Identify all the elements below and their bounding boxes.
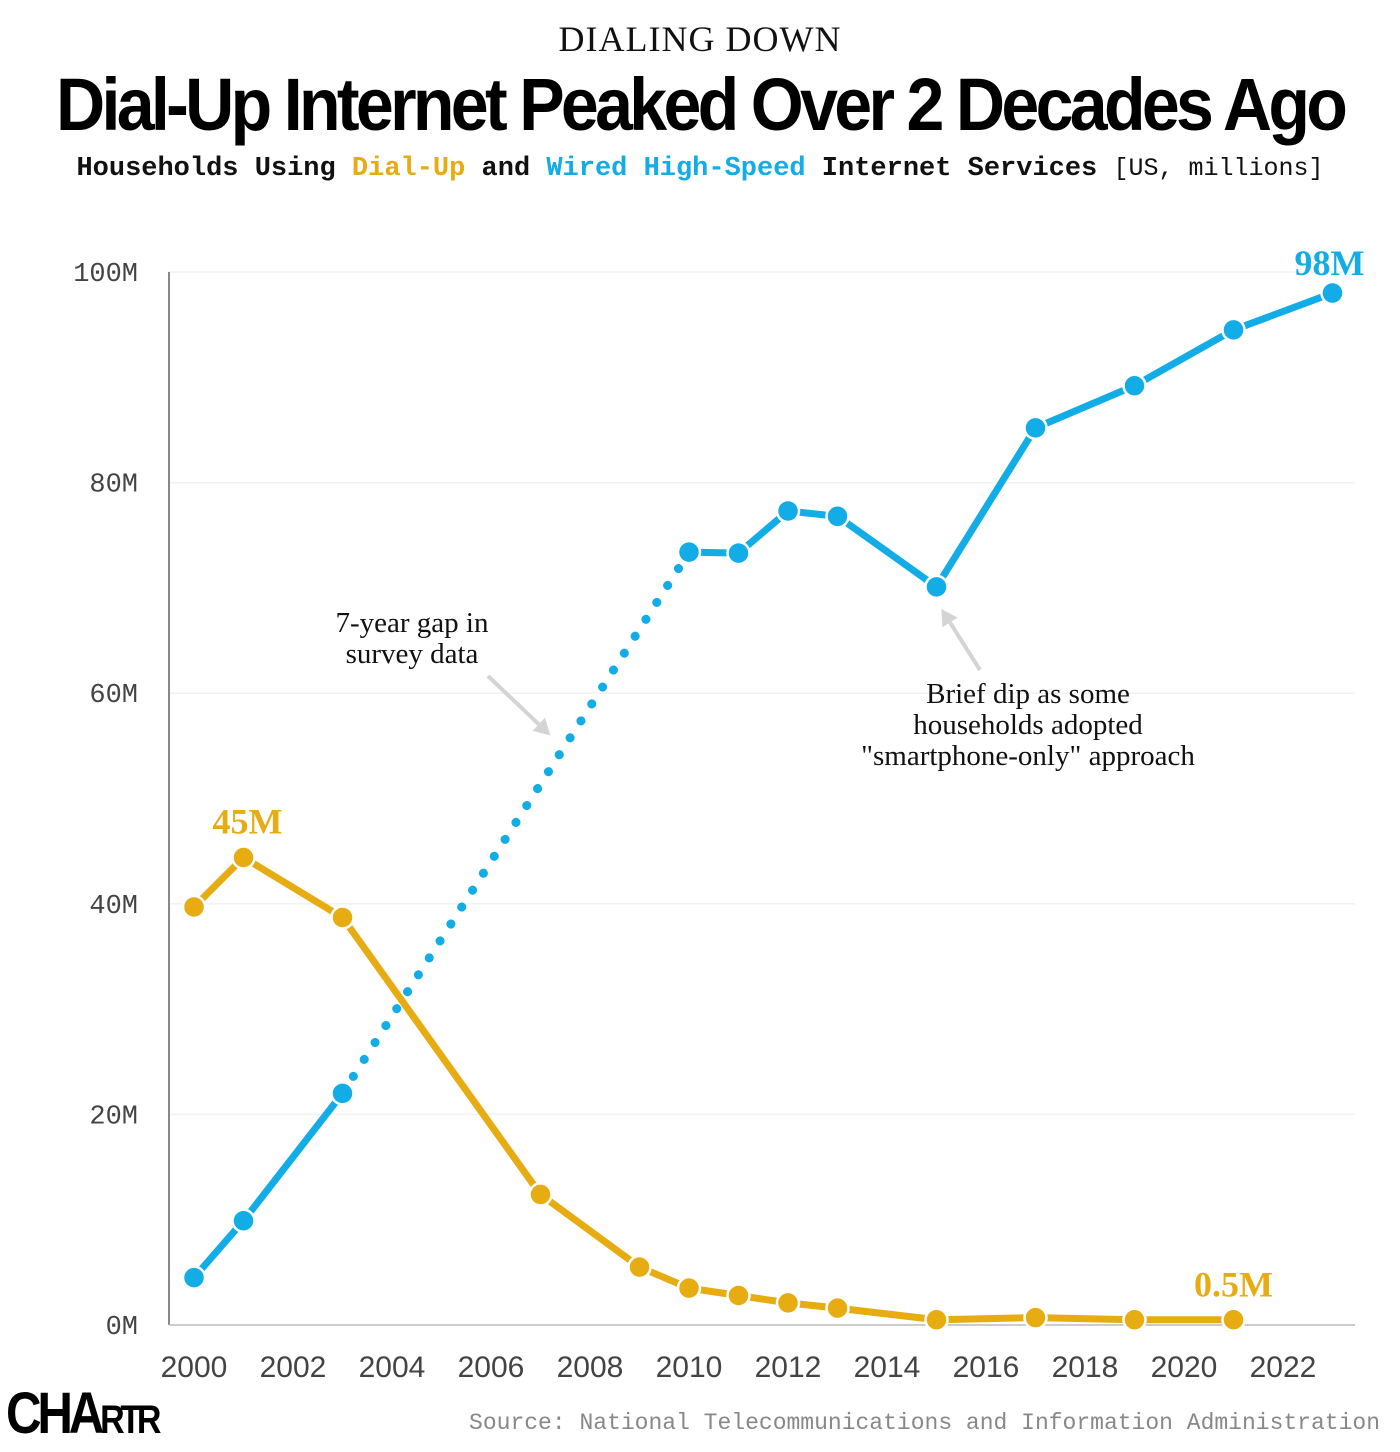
annotation-gap-text: 7-year gap in [336, 607, 489, 639]
dialup-point [726, 1283, 751, 1308]
y-tick-label: 100M [73, 260, 138, 290]
highspeed-line-segment [834, 512, 940, 591]
x-tick-label: 2004 [359, 1351, 426, 1384]
annotation-dip-text: Brief dip as some [926, 678, 1130, 710]
annotation-gap-text: survey data [346, 638, 479, 670]
dialup-point [676, 1275, 702, 1301]
logo-small-text: RTR [100, 1398, 161, 1442]
dialup-line-segment [1032, 1314, 1138, 1324]
annotation-dip-arrow-head [941, 608, 958, 628]
highspeed-end-label: 98M [1295, 243, 1365, 283]
dialup-point [825, 1295, 850, 1321]
y-axis-ticks: 0M 20M 40M 60M 80M 100M [73, 260, 138, 1343]
axes [168, 272, 1355, 1326]
x-tick-label: 2010 [656, 1351, 723, 1384]
x-tick-label: 2002 [260, 1351, 327, 1384]
x-tick-label: 2006 [458, 1351, 525, 1384]
gridlines [169, 271, 1355, 1116]
dialup-point [231, 845, 256, 870]
dialup-point [181, 894, 207, 920]
subtitle-part-1: Households Using [76, 154, 352, 184]
data-labels: 98M 0.5M 45M [213, 243, 1365, 1305]
dialup-peak-label: 45M [213, 801, 283, 841]
highspeed-point [1221, 317, 1246, 343]
y-tick-label: 20M [89, 1102, 138, 1132]
dialup-point [1221, 1307, 1246, 1332]
dialup-point [775, 1290, 801, 1316]
chartr-logo: CHARTR [6, 1380, 161, 1447]
dialup-point [330, 905, 355, 930]
dialup-point [528, 1182, 553, 1207]
highspeed-point [726, 540, 751, 566]
subtitle-part-3: Internet Services [805, 154, 1114, 184]
subtitle-part-2: and [465, 154, 547, 184]
dialup-line-segment [834, 1304, 940, 1324]
dialup-point [1023, 1305, 1048, 1330]
dialup-point [1122, 1307, 1147, 1332]
dialup-point [627, 1254, 652, 1280]
x-tick-label: 2012 [755, 1351, 822, 1384]
subtitle-unit: [US, millions] [1113, 154, 1324, 183]
dialup-end-label: 0.5M [1194, 1265, 1273, 1305]
highspeed-point [924, 574, 949, 600]
x-tick-label: 2020 [1151, 1351, 1218, 1384]
dialup-line-segment [933, 1314, 1039, 1324]
highspeed-line-segment [1032, 382, 1138, 432]
y-tick-label: 60M [89, 681, 138, 711]
highspeed-line-segment [190, 1217, 247, 1282]
highspeed-point [825, 504, 850, 529]
dialup-point [924, 1307, 949, 1332]
highspeed-point [775, 498, 801, 524]
annotation-gap-arrow-shaft [486, 674, 541, 726]
x-tick-label: 2018 [1052, 1351, 1119, 1384]
series-layer [181, 280, 1345, 1332]
chart-title: Dial-Up Internet Peaked Over 2 Decades A… [56, 63, 1348, 146]
source-note: Source: National Telecommunications and … [469, 1410, 1380, 1436]
x-tick-label: 2016 [953, 1351, 1020, 1384]
y-tick-label: 40M [89, 892, 138, 922]
dialup-line-segment [339, 913, 544, 1198]
highspeed-point [330, 1081, 355, 1106]
highspeed-point [676, 539, 702, 565]
x-axis-ticks: 2000 2002 2004 2006 2008 2010 2012 2014 2016 2018… [161, 1351, 1317, 1384]
highspeed-line-segment [1230, 289, 1336, 334]
x-tick-label: 2014 [854, 1351, 921, 1384]
chart-subtitle: Households Using Dial-Up and Wired High-… [0, 154, 1400, 184]
highspeed-gap-dotted-segment [338, 547, 694, 1098]
highspeed-point [231, 1208, 256, 1234]
annotation-dip-arrow-shaft [948, 621, 982, 672]
y-tick-label: 80M [89, 471, 138, 501]
highspeed-point [181, 1265, 207, 1290]
x-tick-label: 2000 [161, 1351, 228, 1384]
highspeed-point [1320, 280, 1345, 306]
x-tick-label: 2022 [1250, 1351, 1317, 1384]
x-tick-label: 2008 [557, 1351, 624, 1384]
dialup-line-segment [537, 1190, 643, 1271]
highspeed-line-segment [240, 1089, 346, 1225]
chart-kicker: DIALING DOWN [558, 19, 842, 59]
subtitle-highspeed-legend: Wired High-Speed [546, 154, 806, 184]
highspeed-point [1122, 373, 1147, 398]
highspeed-line-segment [933, 424, 1039, 591]
annotation-dip-text: "smartphone-only" approach [861, 740, 1195, 772]
annotation-dip-text: households adopted [913, 709, 1143, 741]
y-tick-label: 0M [106, 1313, 138, 1343]
highspeed-point [1023, 415, 1048, 441]
annotation-gap-arrow-head [532, 717, 551, 736]
logo-big-text: CHA [6, 1381, 104, 1446]
highspeed-line-segment [1131, 326, 1237, 390]
dialup-line-segment [240, 853, 346, 921]
subtitle-dialup-legend: Dial-Up [351, 154, 466, 184]
